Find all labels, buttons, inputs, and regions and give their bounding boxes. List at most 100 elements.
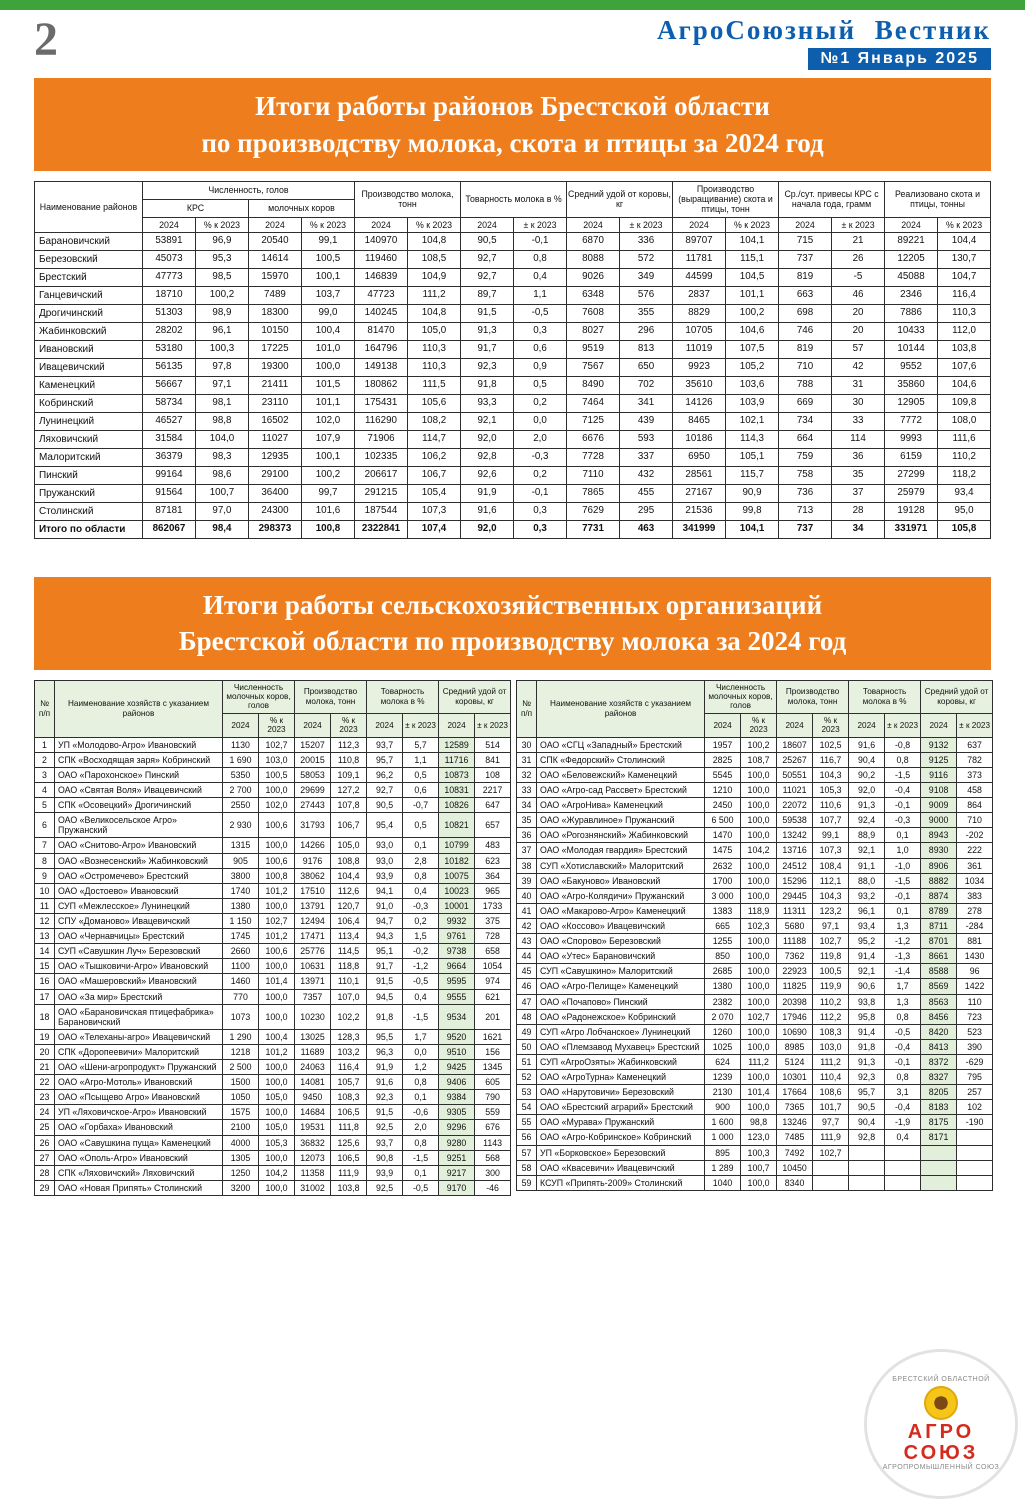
value-cell: -1,2 (884, 933, 922, 950)
value-cell: 5124 (776, 1053, 814, 1071)
farm-row: 53 ОАО «Нарутовичи» Березовский 2130 101,4 1… (516, 1084, 994, 1101)
value-cell: 6870 (566, 231, 621, 251)
value-cell: 140245 (354, 303, 408, 323)
value-cell (848, 1174, 886, 1191)
value-cell: 20015 (294, 751, 332, 768)
value-cell: 108 (474, 766, 512, 783)
value-cell: 10799 (438, 837, 476, 854)
value-cell: 106,2 (406, 447, 462, 467)
value-cell: 103,7 (300, 285, 356, 305)
value-cell: 0,9 (513, 357, 568, 377)
value-cell: 100,0 (740, 978, 778, 995)
value-cell: 9000 (920, 812, 958, 829)
value-cell: 105,0 (257, 1119, 296, 1136)
value-cell: 9305 (438, 1104, 476, 1121)
name-cell: УП «Ляховичское-Агро» Ивановский (54, 1104, 223, 1121)
value-cell: 813 (619, 339, 674, 359)
value-cell: 8027 (566, 321, 621, 341)
value-cell: 100,0 (740, 797, 778, 814)
value-cell: 101,1 (725, 285, 780, 305)
value-cell: 9932 (438, 912, 476, 930)
value-cell: 104,6 (937, 375, 992, 395)
farm-row: 1 УП «Молодово-Агро» Ивановский 1130 102,7 1… (34, 736, 512, 753)
value-cell: 2217 (474, 781, 512, 799)
farms-table-left: № п/п Наименование хозяйств с указанием … (34, 679, 512, 1197)
value-cell: 100,0 (257, 1059, 296, 1076)
value-cell: 383 (956, 887, 994, 904)
value-cell: 364 (474, 867, 512, 884)
value-cell: 895 (704, 1144, 742, 1161)
value-cell: 104,8 (406, 303, 462, 323)
district-row: Малоритский 36379 98,3 12935 100,1 102335 106,… (33, 447, 992, 467)
value-cell: 52 (516, 1069, 538, 1086)
value-cell: 2322841 (354, 519, 408, 539)
value-cell: 94,3 (366, 928, 404, 945)
value-cell: 91,6 (460, 501, 515, 521)
value-cell: 355 (619, 303, 674, 323)
value-cell: 108,3 (330, 1089, 368, 1106)
value-cell: 93,4 (937, 483, 992, 503)
value-cell: 24300 (247, 501, 302, 521)
value-cell: -0,5 (402, 973, 440, 990)
value-cell: 8661 (920, 948, 958, 965)
value-cell: 105,1 (725, 447, 780, 467)
value-cell: 965 (474, 882, 512, 899)
value-cell: 31 (831, 375, 886, 395)
value-cell: 104,1 (725, 231, 780, 251)
name-cell: КСУП «Припять-2009» Столинский (536, 1174, 706, 1191)
value-cell: 9555 (438, 988, 476, 1005)
value-cell (956, 1174, 994, 1191)
value-cell: 130,7 (937, 249, 992, 269)
value-cell: 1040 (704, 1174, 742, 1191)
value-cell: 9519 (566, 339, 621, 359)
value-cell: 16502 (247, 411, 302, 431)
value-cell: 20540 (247, 231, 302, 251)
value-cell: 9280 (438, 1134, 476, 1151)
value-cell: 100,7 (194, 483, 249, 503)
value-cell: 114 (831, 429, 886, 449)
value-cell: 95,4 (366, 812, 404, 839)
farm-row: 48 ОАО «Радонежское» Кобринский 2 070 102,7… (516, 1008, 994, 1025)
column-header-pct: % к 2023 (194, 216, 249, 233)
value-cell: 593 (619, 429, 674, 449)
value-cell: 100,0 (740, 887, 778, 904)
value-cell: -5 (831, 267, 886, 287)
name-cell: ОАО «Агро-Пелище» Каменецкий (536, 978, 706, 995)
farm-row: 32 ОАО «Беловежский» Каменецкий 5545 100,0 5… (516, 766, 994, 783)
value-cell: 118,9 (740, 902, 778, 919)
name-cell: Брестский (33, 267, 143, 287)
value-cell: 102,1 (725, 411, 780, 431)
name-cell: ОАО «Брестский аграрий» Брестский (536, 1099, 706, 1116)
farms-table-right: № п/п Наименование хозяйств с указанием … (516, 679, 994, 1191)
value-cell: 9217 (438, 1164, 476, 1181)
farms-table-left-half: № п/п Наименование хозяйств с указанием … (34, 679, 512, 1197)
value-cell: -0,5 (402, 1179, 440, 1197)
value-cell: 100,0 (740, 812, 778, 829)
value-cell: 19531 (294, 1119, 332, 1136)
value-cell: -1,5 (402, 1149, 440, 1166)
district-row: Ивановский 53180 100,3 17225 101,0 164796 110,… (33, 339, 992, 359)
value-cell: 91,7 (460, 339, 515, 359)
value-cell: 11027 (247, 429, 302, 449)
value-cell: 100,2 (194, 285, 249, 305)
value-cell: 10821 (438, 812, 476, 839)
value-cell: 8711 (920, 917, 958, 935)
value-cell: 90,9 (725, 483, 780, 503)
table1-title-banner: Итоги работы районов Брестской области п… (34, 78, 991, 172)
farm-row: 10 ОАО «Достоево» Ивановский 1740 101,2 1751… (34, 882, 512, 899)
value-cell: 111,5 (406, 375, 462, 395)
value-cell: 257 (956, 1084, 994, 1101)
value-cell: 57 (516, 1144, 538, 1161)
value-cell: -0,1 (884, 887, 922, 904)
value-cell: 100,0 (257, 1003, 296, 1030)
value-cell: 100,0 (257, 897, 296, 914)
value-cell: 110,3 (406, 339, 462, 359)
value-cell: 100,6 (257, 852, 296, 869)
value-cell: 14684 (294, 1104, 332, 1121)
column-header-pct: % к 2023 (406, 216, 462, 233)
district-row: Ляховичский 31584 104,0 11027 107,9 71906 114,… (33, 429, 992, 449)
value-cell: 89707 (672, 231, 727, 251)
value-cell: 8340 (776, 1174, 814, 1191)
name-cell: ОАО «Квасевичи» Ивацевичский (536, 1159, 706, 1176)
value-cell: 27 (34, 1149, 55, 1166)
